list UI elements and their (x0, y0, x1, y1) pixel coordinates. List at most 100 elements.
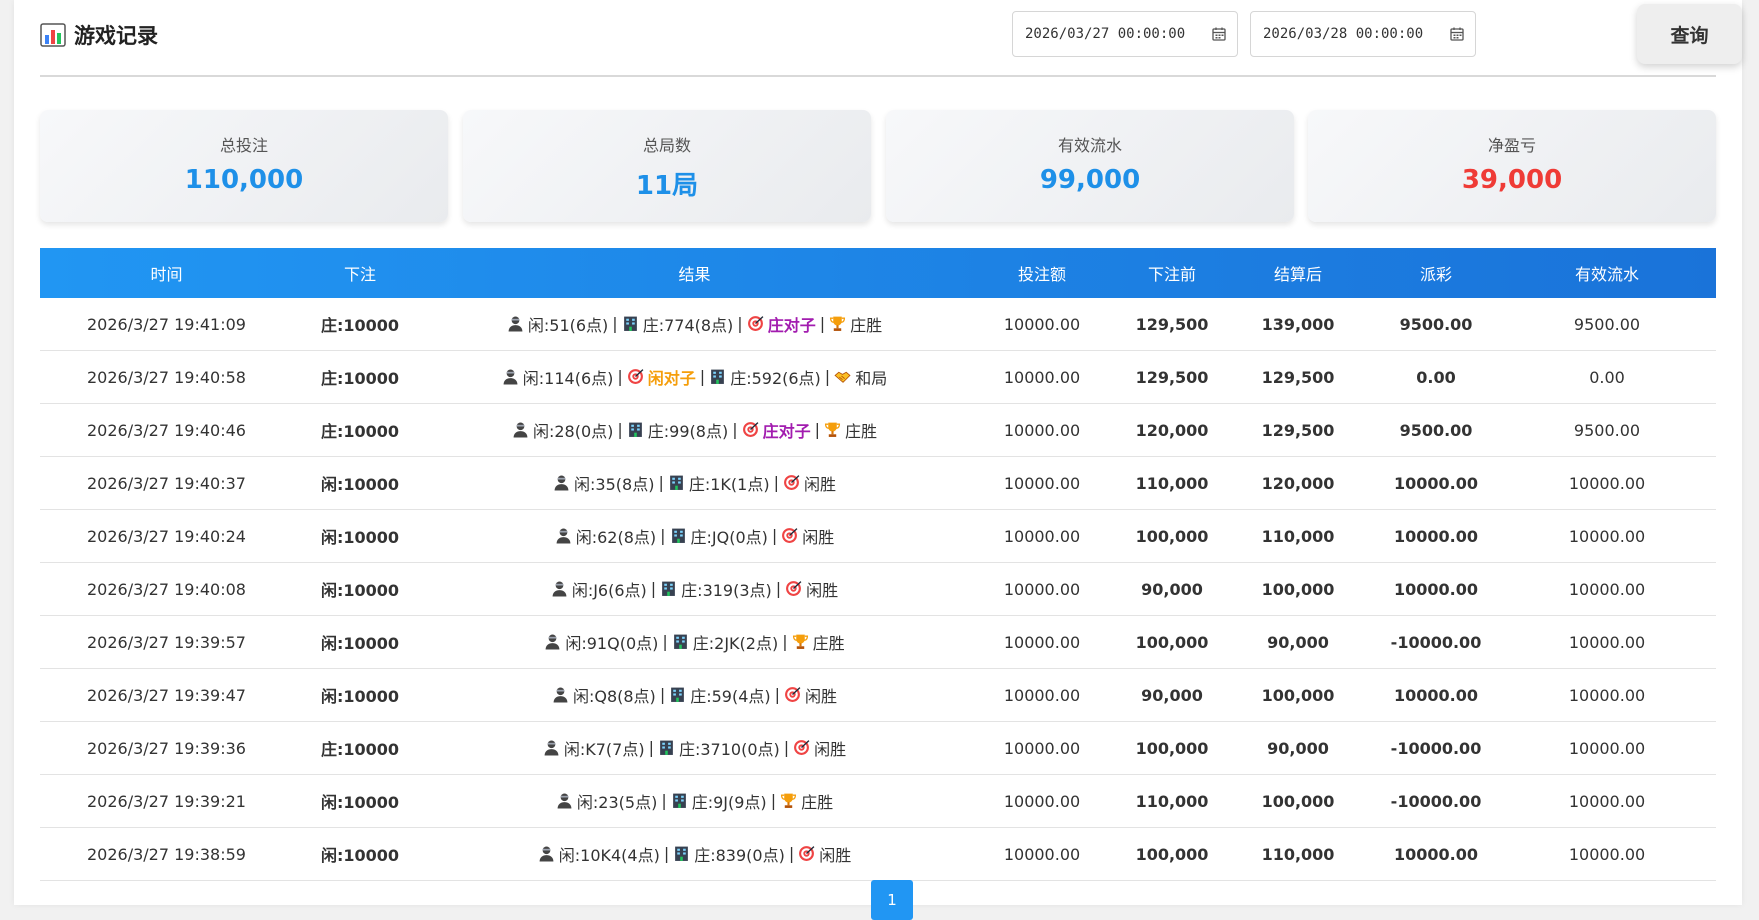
round-outcome: 闲胜 (814, 739, 847, 759)
round-outcome: 闲胜 (805, 686, 838, 706)
cell-result: 闲:K7(7点) | 庄:3710(0点) | 闲胜 (427, 721, 962, 775)
person-icon (544, 633, 561, 650)
cell-result: 闲:Q8(8点) | 庄:59(4点) | 闲胜 (427, 668, 962, 722)
round-outcome: 闲胜 (819, 845, 852, 865)
cell-balance-after: 120,000 (1222, 456, 1374, 510)
cell-time: 2026/3/27 19:39:36 (40, 721, 293, 775)
cell-bet: 闲:10000 (293, 774, 427, 828)
table-row: 2026/3/27 19:41:09 庄:10000 闲:51(6点) | 庄:774(… (40, 298, 1716, 351)
player-hand: 闲:28(0点) (532, 421, 614, 441)
trophy-icon (780, 792, 797, 809)
building-icon (658, 739, 675, 756)
result-summary: 闲:114(6点) | 闲对子 | 庄:592(6点) | 和局 (502, 365, 887, 389)
cell-bet: 庄:10000 (293, 350, 427, 404)
cell-time: 2026/3/27 19:40:58 (40, 350, 293, 404)
round-outcome: 庄胜 (801, 792, 834, 812)
cell-payout: 10000.00 (1374, 456, 1498, 510)
table-row: 2026/3/27 19:40:24 闲:10000 闲:62(8点) | 庄:JQ(0… (40, 509, 1716, 563)
cell-amount: 10000.00 (962, 456, 1122, 510)
cell-result: 闲:91Q(0点) | 庄:2JK(2点) | 庄胜 (427, 615, 962, 669)
stat-label: 净盈亏 (1487, 136, 1536, 155)
column-header[interactable]: 投注额 (1017, 265, 1066, 284)
separator: | (650, 579, 657, 599)
separator: | (824, 367, 831, 387)
player-hand: 闲:Q8(8点) (572, 686, 656, 706)
column-header[interactable]: 下注前 (1147, 265, 1196, 284)
cell-time: 2026/3/27 19:39:57 (40, 615, 293, 669)
stat-label: 有效流水 (1057, 136, 1122, 155)
round-outcome: 庄胜 (845, 421, 878, 441)
separator: | (819, 314, 826, 334)
records-table: 时间 下注 结果 投注额 下注前 结算后 派彩 有效流水 2026/3/27 1… (40, 248, 1716, 881)
query-button[interactable]: 查询 (1637, 4, 1742, 64)
result-summary: 闲:35(8点) | 庄:1K(1点) | 闲胜 (553, 471, 836, 495)
person-icon (555, 527, 572, 544)
target-icon (784, 686, 801, 703)
cell-valid-turnover: 10000.00 (1498, 774, 1716, 828)
cell-balance-after: 90,000 (1222, 615, 1374, 669)
column-header[interactable]: 结果 (678, 265, 711, 284)
separator: | (659, 685, 666, 705)
separator: | (814, 420, 820, 440)
stat-card-net-profit: 净盈亏 39,000 (1308, 110, 1716, 222)
building-icon (673, 845, 690, 862)
pair-badge: 庄对子 (762, 421, 811, 441)
separator: | (770, 791, 777, 811)
column-header[interactable]: 结算后 (1273, 265, 1322, 284)
table-row: 2026/3/27 19:39:47 闲:10000 闲:Q8(8点) | 庄:59(4… (40, 668, 1716, 722)
separator: | (617, 367, 623, 387)
trophy-icon (824, 421, 841, 438)
header: 游戏记录 2026/03/27 00:00:00 2026/03/28 (40, 0, 1742, 77)
cell-amount: 10000.00 (962, 615, 1122, 669)
cell-bet: 闲:10000 (293, 562, 427, 616)
result-summary: 闲:91Q(0点) | 庄:2JK(2点) | 庄胜 (544, 630, 845, 654)
cell-result: 闲:62(8点) | 庄:JQ(0点) | 闲胜 (427, 509, 962, 563)
cell-valid-turnover: 10000.00 (1498, 721, 1716, 775)
banker-hand: 庄:9J(9点) (691, 792, 767, 812)
banker-hand: 庄:59(4点) (690, 686, 771, 706)
calendar-icon[interactable] (1449, 26, 1465, 42)
player-hand: 闲:62(8点) (575, 527, 657, 547)
round-outcome: 和局 (855, 368, 888, 388)
cell-amount: 10000.00 (962, 350, 1122, 404)
calendar-icon[interactable] (1211, 26, 1227, 42)
separator: | (648, 738, 654, 758)
person-icon (502, 368, 519, 385)
result-summary: 闲:23(5点) | 庄:9J(9点) | 庄胜 (556, 789, 833, 813)
pair-badge: 庄对子 (767, 315, 816, 335)
table-row: 2026/3/27 19:38:59 闲:10000 闲:10K4(4点) | 庄:83… (40, 827, 1716, 881)
start-date-input[interactable]: 2026/03/27 00:00:00 (1012, 11, 1238, 57)
cell-balance-before: 90,000 (1122, 668, 1222, 722)
target-icon (627, 368, 644, 385)
cell-result: 闲:51(6点) | 庄:774(8点) | 庄对子 | 庄胜 (427, 298, 962, 351)
cell-payout: 10000.00 (1374, 827, 1498, 881)
cell-balance-after: 90,000 (1222, 721, 1374, 775)
cell-payout: 10000.00 (1374, 562, 1498, 616)
column-header[interactable]: 派彩 (1419, 265, 1452, 284)
player-hand: 闲:51(6点) (527, 315, 609, 335)
end-date-input[interactable]: 2026/03/28 00:00:00 (1250, 11, 1476, 57)
result-summary: 闲:Q8(8点) | 庄:59(4点) | 闲胜 (552, 683, 837, 707)
round-outcome: 闲胜 (806, 580, 839, 600)
stat-label: 总投注 (219, 136, 268, 155)
table-header-row: 时间 下注 结果 投注额 下注前 结算后 派彩 有效流水 (40, 248, 1716, 298)
page-button-1[interactable]: 1 (871, 880, 913, 920)
person-icon (512, 421, 529, 438)
cell-valid-turnover: 10000.00 (1498, 456, 1716, 510)
column-header[interactable]: 时间 (150, 265, 183, 284)
cell-valid-turnover: 10000.00 (1498, 668, 1716, 722)
cell-bet: 闲:10000 (293, 668, 427, 722)
column-header[interactable]: 下注 (343, 265, 376, 284)
cell-balance-after: 129,500 (1222, 350, 1374, 404)
banker-hand: 庄:774(8点) (642, 315, 734, 335)
handshake-icon (834, 368, 851, 385)
cell-time: 2026/3/27 19:40:24 (40, 509, 293, 563)
target-icon (747, 315, 764, 332)
separator: | (612, 314, 618, 334)
cell-balance-before: 100,000 (1122, 721, 1222, 775)
stat-value: 11局 (635, 171, 699, 201)
column-header[interactable]: 有效流水 (1574, 265, 1639, 284)
round-outcome: 闲胜 (803, 474, 836, 494)
stat-card-total-bet: 总投注 110,000 (40, 110, 448, 222)
cell-bet: 庄:10000 (293, 721, 427, 775)
